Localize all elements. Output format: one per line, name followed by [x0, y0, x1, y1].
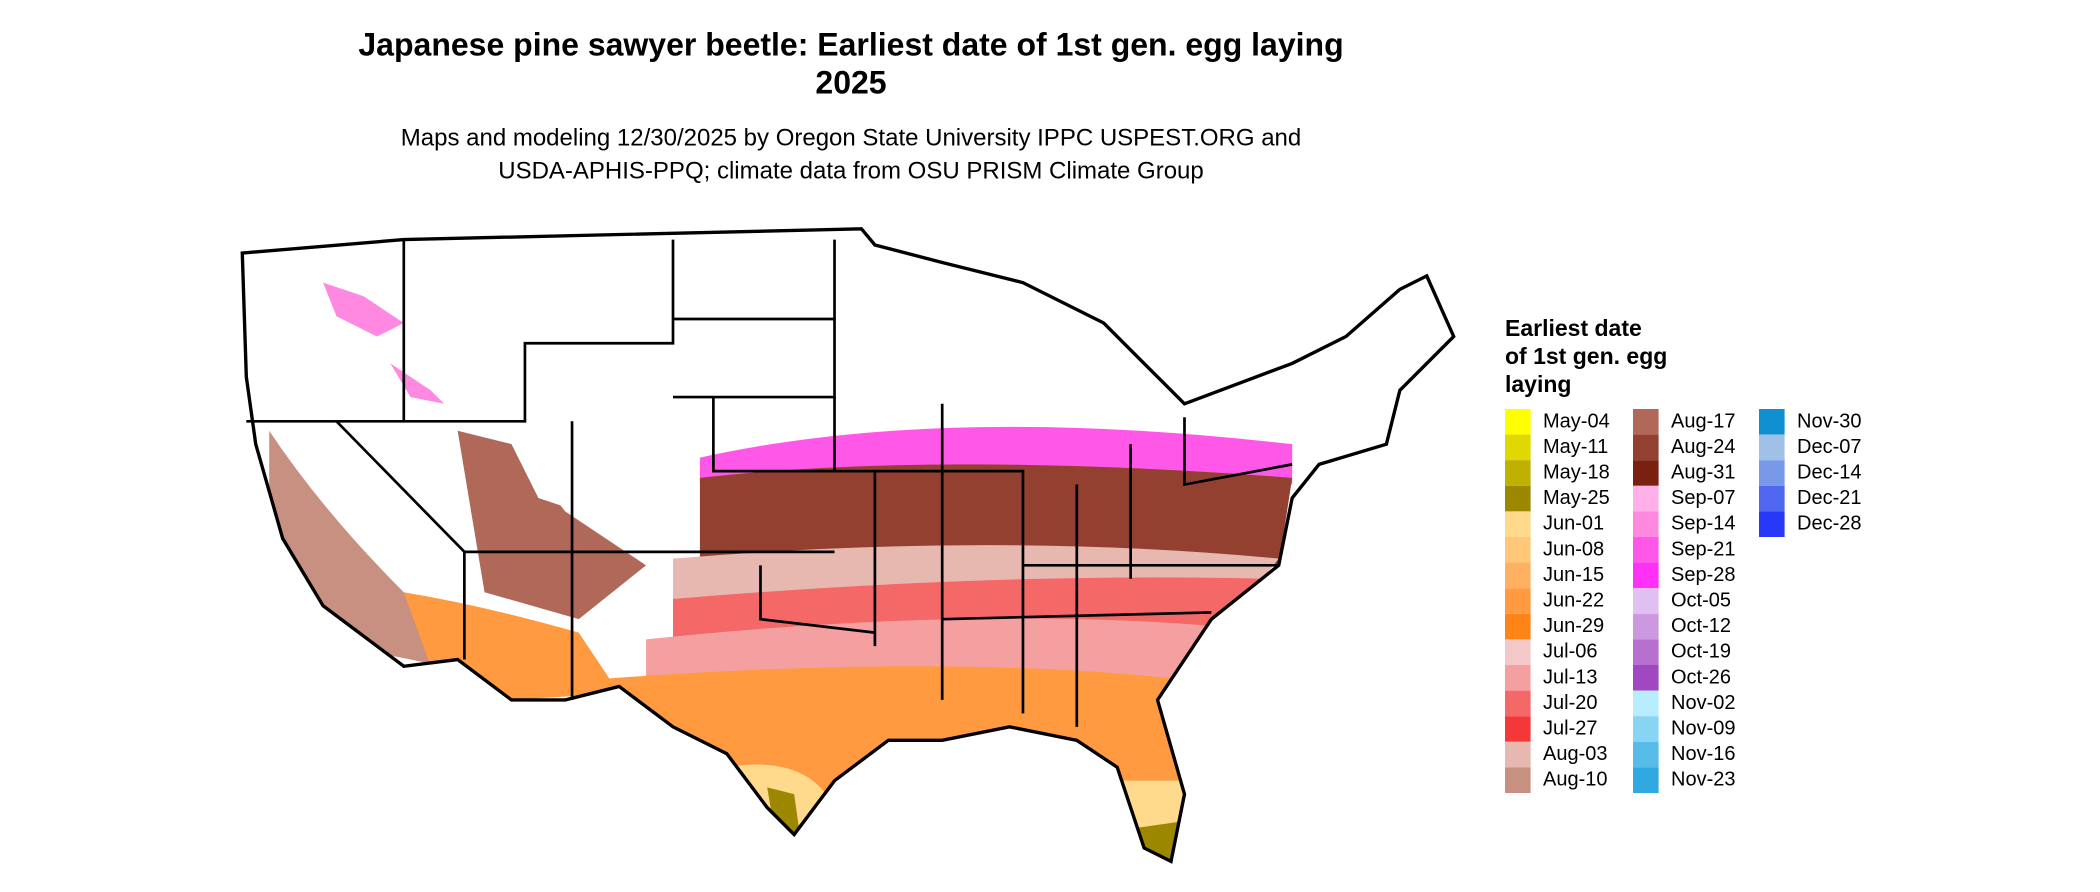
legend-label: Aug-10: [1543, 769, 1608, 791]
legend-swatch: [1759, 511, 1785, 537]
legend-label: Oct-05: [1671, 589, 1731, 611]
legend-label: Jun-29: [1543, 615, 1604, 637]
legend-label: Aug-03: [1543, 743, 1608, 765]
legend-label: Nov-30: [1797, 410, 1861, 432]
legend-title: of 1st gen. egg: [1505, 343, 1667, 369]
legend-label: May-04: [1543, 410, 1610, 432]
legend-label: Jul-13: [1543, 666, 1597, 688]
legend-swatch: [1633, 639, 1659, 665]
legend-label: Sep-14: [1671, 513, 1736, 535]
legend-swatch: [1505, 537, 1531, 563]
legend-swatch: [1633, 665, 1659, 691]
legend-swatch: [1505, 434, 1531, 461]
legend-swatch: [1633, 690, 1659, 717]
subtitle: Maps and modeling 12/30/2025 by Oregon S…: [401, 124, 1301, 151]
legend-swatch: [1759, 460, 1785, 486]
legend-swatch: [1633, 588, 1659, 614]
legend-swatch: [1633, 613, 1659, 640]
legend-label: Dec-14: [1797, 461, 1861, 483]
legend-swatch: [1633, 537, 1659, 563]
legend-swatch: [1505, 613, 1531, 640]
legend-swatch: [1505, 741, 1531, 768]
legend-swatch: [1505, 639, 1531, 665]
legend-label: Jul-27: [1543, 717, 1597, 739]
legend-swatch: [1633, 562, 1659, 589]
legend-swatch: [1633, 409, 1659, 435]
legend-swatch: [1505, 409, 1531, 435]
legend-swatch: [1633, 511, 1659, 537]
legend-label: Sep-21: [1671, 538, 1736, 560]
legend-swatch: [1505, 665, 1531, 691]
legend-label: Oct-26: [1671, 666, 1731, 688]
legend-label: May-11: [1543, 436, 1608, 458]
legend-swatch: [1505, 767, 1531, 793]
legend-label: Aug-24: [1671, 436, 1736, 458]
legend-swatch: [1633, 460, 1659, 486]
legend-swatch: [1759, 409, 1785, 435]
title: Japanese pine sawyer beetle: Earliest da…: [358, 26, 1343, 62]
legend-title: laying: [1505, 371, 1571, 397]
legend-label: Dec-28: [1797, 513, 1861, 535]
legend-label: Jul-06: [1543, 641, 1597, 663]
legend-swatch: [1633, 434, 1659, 461]
title: 2025: [815, 64, 886, 100]
legend-swatch: [1759, 485, 1785, 512]
legend-swatch: [1759, 434, 1785, 461]
legend-swatch: [1633, 716, 1659, 742]
legend-swatch: [1505, 485, 1531, 512]
legend-label: Jun-08: [1543, 538, 1604, 560]
legend-label: Nov-23: [1671, 769, 1735, 791]
legend-label: Jun-15: [1543, 564, 1604, 586]
legend-label: Dec-07: [1797, 436, 1861, 458]
legend-swatch: [1505, 562, 1531, 589]
legend-swatch: [1505, 716, 1531, 742]
legend-label: Aug-17: [1671, 410, 1736, 432]
legend-label: Sep-28: [1671, 564, 1736, 586]
legend-label: Jun-22: [1543, 589, 1604, 611]
legend-swatch: [1505, 511, 1531, 537]
state-borders: [246, 239, 1293, 727]
us-map: [240, 227, 1456, 864]
legend-swatch: [1633, 485, 1659, 512]
legend-swatch: [1633, 741, 1659, 768]
legend-label: Oct-12: [1671, 615, 1731, 637]
legend: Earliest date of 1st gen. egg laying May…: [1505, 315, 1861, 793]
legend-label: Jul-20: [1543, 692, 1597, 714]
legend-label: May-25: [1543, 487, 1610, 509]
legend-swatch: [1505, 690, 1531, 717]
legend-title: Earliest date: [1505, 315, 1642, 341]
legend-label: May-18: [1543, 461, 1610, 483]
legend-label: Nov-09: [1671, 717, 1735, 739]
legend-label: Dec-21: [1797, 487, 1861, 509]
legend-swatch: [1633, 767, 1659, 793]
subtitle: USDA-APHIS-PPQ; climate data from OSU PR…: [498, 157, 1204, 184]
legend-swatch: [1505, 588, 1531, 614]
legend-label: Jun-01: [1543, 513, 1604, 535]
legend-label: Aug-31: [1671, 461, 1736, 483]
legend-label: Sep-07: [1671, 487, 1736, 509]
legend-label: Oct-19: [1671, 641, 1731, 663]
legend-label: Nov-02: [1671, 692, 1735, 714]
legend-swatch: [1505, 460, 1531, 486]
legend-label: Nov-16: [1671, 743, 1735, 765]
